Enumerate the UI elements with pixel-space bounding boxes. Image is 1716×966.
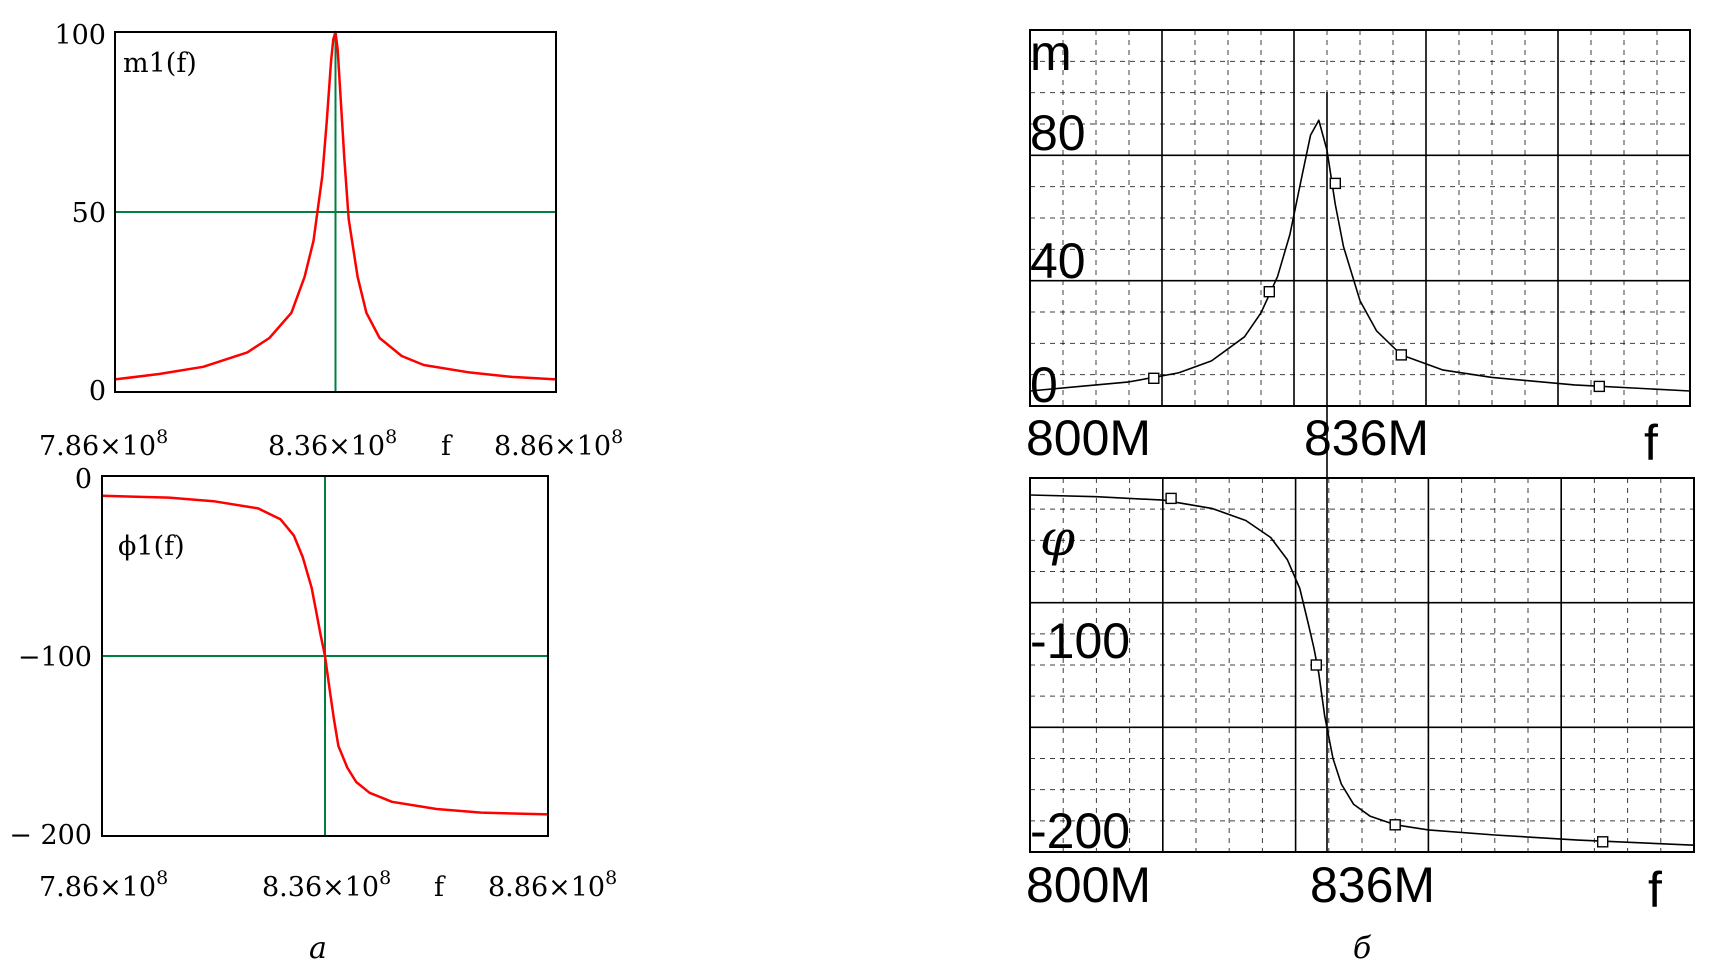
chart-a-top-xtick-886: 8.86×108 bbox=[494, 426, 623, 462]
chart-b-top-points bbox=[1148, 177, 1606, 393]
chart-b-top-data-point bbox=[1395, 349, 1408, 361]
chart-b-top-series-line bbox=[1029, 119, 1691, 392]
chart-b-bottom-series-label: φ bbox=[1040, 509, 1075, 567]
chart-a-bottom-ytick-minus100: −100 bbox=[18, 642, 92, 673]
chart-b-bottom-xtick-800: 800M bbox=[1026, 857, 1151, 913]
chart-b-top-frame bbox=[1029, 29, 1691, 407]
chart-a-top-series-label: m1(f) bbox=[123, 48, 197, 79]
chart-b-bottom-points bbox=[1165, 492, 1609, 848]
chart-b-top-curve-layer bbox=[1029, 119, 1691, 392]
chart-a-top-xtick-836: 8.36×108 bbox=[268, 426, 397, 462]
chart-b-top-xtick-800: 800M bbox=[1026, 410, 1151, 466]
chart-b-top-data-point bbox=[1148, 372, 1160, 384]
chart-b-top-ytick-80: 80 bbox=[1030, 105, 1086, 161]
chart-a-top-xtick-786: 7.86×108 bbox=[39, 426, 168, 462]
chart-b-top-data-point bbox=[1329, 177, 1342, 190]
chart-a-bottom-xtick-836: 8.36×108 bbox=[262, 867, 391, 903]
chart-a-bottom-ytick-minus200: − 200 bbox=[9, 820, 92, 851]
chart-a-top-xlabel: f bbox=[441, 431, 453, 462]
chart-a-bottom-ytick-0: 0 bbox=[75, 464, 92, 495]
chart-b-top-grid bbox=[1029, 29, 1691, 407]
chart-a-bottom-series-line bbox=[101, 494, 549, 816]
chart-b-bottom-ytick-minus200: -200 bbox=[1030, 803, 1130, 859]
chart-b-bottom-data-point bbox=[1165, 492, 1177, 505]
chart-b-top-xtick-836: 836M bbox=[1304, 410, 1429, 466]
chart-a-bottom-xtick-786: 7.86×108 bbox=[39, 867, 168, 903]
chart-b-bottom-series-line bbox=[1029, 494, 1695, 846]
chart-b-top-ytick-40: 40 bbox=[1030, 233, 1086, 289]
chart-b-bottom-xtick-836: 836M bbox=[1310, 857, 1435, 913]
chart-a-bottom-frame bbox=[101, 475, 549, 837]
chart-b-bottom-curve-layer bbox=[1029, 494, 1695, 846]
chart-a-top-markers bbox=[115, 32, 556, 392]
chart-a-bottom-xtick-886: 8.86×108 bbox=[488, 867, 617, 903]
chart-b-top-series-label: m bbox=[1030, 25, 1072, 81]
chart-a-top-frame bbox=[114, 31, 557, 393]
chart-a-bottom-curve-layer bbox=[101, 494, 549, 816]
chart-b-bottom-data-point bbox=[1389, 819, 1401, 831]
chart-a-bottom-series-label: ϕ1(f) bbox=[118, 531, 185, 562]
chart-b-top: m 80 40 0 800M 836M f bbox=[1026, 25, 1691, 471]
chart-a-top-ytick-0: 0 bbox=[89, 376, 106, 407]
caption-a: а bbox=[309, 931, 327, 966]
chart-b-bottom-frame bbox=[1029, 477, 1695, 853]
chart-a-top: m1(f) 100 50 0 7.86×108 8.36×108 f 8.86×… bbox=[39, 20, 623, 462]
chart-b-top-xlabel: f bbox=[1644, 415, 1658, 471]
chart-b-bottom-xlabel: f bbox=[1648, 862, 1662, 918]
chart-b-top-data-point bbox=[1263, 286, 1276, 298]
chart-b-top-data-point bbox=[1593, 380, 1606, 393]
chart-a-bottom-xlabel: f bbox=[434, 872, 446, 903]
chart-a-top-ytick-50: 50 bbox=[72, 198, 106, 229]
chart-b-bottom-data-point bbox=[1310, 659, 1323, 671]
caption-b: б bbox=[1353, 931, 1372, 966]
chart-b-top-ytick-0: 0 bbox=[1030, 357, 1058, 413]
chart-b-bottom: φ -100 -200 800M 836M f bbox=[1026, 477, 1695, 918]
chart-b-bottom-grid bbox=[1029, 477, 1695, 853]
chart-b-bottom-data-point bbox=[1596, 836, 1609, 848]
chart-b-bottom-ytick-minus100: -100 bbox=[1030, 613, 1130, 669]
chart-a-bottom: ϕ1(f) 0 −100 − 200 7.86×108 8.36×108 f 8… bbox=[9, 464, 617, 903]
chart-a-top-ytick-100: 100 bbox=[54, 20, 106, 51]
